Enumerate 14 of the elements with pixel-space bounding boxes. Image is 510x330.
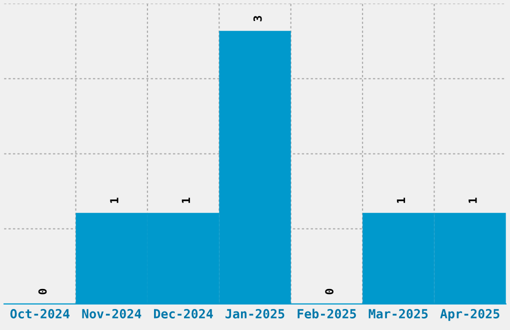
data-label: 3 [253,16,262,22]
x-tick-label: Feb-2025 [298,308,356,318]
x-tick-label: Nov-2024 [82,309,142,318]
x-tick-label: Apr-2025 [440,309,500,321]
x-tick-label: Mar-2025 [368,309,428,318]
data-label: 1 [182,198,190,203]
x-tick-label: Oct-2024 [10,309,70,318]
x-tick-label: Dec-2024 [154,309,213,318]
data-label: 0 [38,288,47,294]
data-label: 1 [396,198,406,203]
data-label: 1 [468,198,477,203]
x-tick-label: Jan-2025 [226,309,284,318]
data-label: 1 [110,198,118,203]
data-label: 0 [325,288,334,294]
